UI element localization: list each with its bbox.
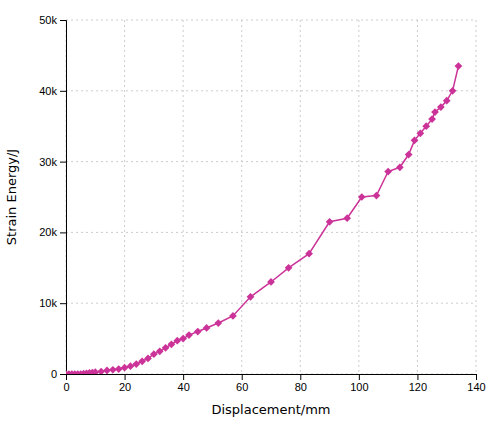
chart: 0 20 40 60 80 100 120 140 0 10k 20k 30k 40k 50k Displa…	[0, 0, 500, 426]
x-axis-tick-label: 20	[119, 381, 131, 393]
point	[428, 115, 436, 123]
grid-line-x	[241, 20, 242, 374]
point	[247, 293, 255, 301]
y-axis-tick-mark	[60, 91, 66, 92]
x-axis-tick-label: 0	[63, 381, 69, 393]
y-axis-tick: 30k	[39, 156, 66, 168]
point	[285, 264, 293, 272]
x-axis-tick-label: 140	[467, 381, 485, 393]
x-axis-tick-label: 60	[236, 381, 248, 393]
point	[455, 62, 463, 70]
y-axis-tick-label: 10k	[39, 297, 57, 309]
y-axis-tick-mark	[60, 162, 66, 163]
point	[416, 129, 424, 137]
y-axis: 0 10k 20k 30k 40k 50k	[39, 14, 66, 380]
point	[449, 87, 457, 95]
y-axis-tick: 10k	[39, 297, 66, 309]
x-axis-tick: 0	[63, 374, 69, 393]
point	[203, 324, 211, 332]
point	[267, 278, 275, 286]
point	[443, 97, 451, 105]
y-axis-tick-mark	[60, 303, 66, 304]
plot: 0 20 40 60 80 100 120 140 0 10k 20k 30k 40k 50k	[39, 14, 485, 393]
y-axis-tick: 50k	[39, 14, 66, 26]
x-axis-line	[67, 375, 477, 381]
grid-line-x	[476, 20, 477, 374]
point	[411, 136, 419, 144]
y-axis-tick-label: 50k	[39, 14, 57, 26]
x-axis-tick-label: 80	[295, 381, 307, 393]
x-axis-tick: 60	[236, 374, 248, 393]
grid-line-y	[66, 161, 476, 162]
point	[396, 163, 404, 171]
series	[66, 62, 462, 374]
grid-line-y	[66, 303, 476, 304]
x-axis-tick-mark	[476, 374, 477, 380]
x-axis-title: Displacement/mm	[211, 402, 330, 417]
grid-line-x	[300, 20, 301, 374]
grid-line-x	[183, 20, 184, 374]
y-axis-tick: 0	[51, 368, 66, 380]
x-axis-tick-mark	[417, 374, 418, 380]
point	[373, 192, 381, 200]
grid-line-y	[66, 232, 476, 233]
point	[162, 344, 170, 352]
point	[115, 365, 123, 373]
point	[229, 312, 237, 320]
grid	[66, 20, 476, 374]
x-axis-tick-mark	[125, 374, 126, 380]
point	[326, 218, 334, 226]
line	[66, 66, 458, 374]
point	[156, 347, 164, 355]
point	[305, 250, 313, 258]
y-axis-tick-label: 20k	[39, 226, 57, 238]
x-axis-tick-mark	[183, 374, 184, 380]
point	[358, 193, 366, 201]
x-axis: 0 20 40 60 80 100 120 140	[63, 374, 485, 393]
grid-line-x	[417, 20, 418, 374]
point	[431, 108, 439, 116]
y-axis-title: Strain Energy/J	[4, 149, 19, 245]
x-axis-tick-mark	[300, 374, 301, 380]
y-axis-tick-label: 40k	[39, 85, 57, 97]
y-axis-tick-mark	[60, 374, 66, 375]
x-axis-tick-label: 40	[178, 381, 190, 393]
x-axis-tick-label: 100	[350, 381, 368, 393]
point	[214, 319, 222, 327]
x-axis-tick: 20	[119, 374, 131, 393]
point	[384, 168, 392, 176]
x-axis-tick-mark	[359, 374, 360, 380]
grid-line-y	[66, 20, 476, 21]
point	[194, 328, 202, 336]
x-axis-tick: 100	[350, 374, 368, 393]
y-axis-tick-mark	[60, 20, 66, 21]
grid-line-y	[66, 90, 476, 91]
x-axis-tick-mark	[242, 374, 243, 380]
point	[422, 122, 430, 130]
point	[144, 355, 152, 363]
y-axis-tick-label: 0	[51, 368, 57, 380]
x-axis-tick: 140	[467, 374, 485, 393]
y-axis-line	[60, 21, 67, 375]
x-axis-tick: 40	[178, 374, 190, 393]
grid-line-x	[124, 20, 125, 374]
x-axis-tick: 120	[409, 374, 427, 393]
point	[437, 103, 445, 111]
point	[185, 331, 193, 339]
x-axis-tick: 80	[295, 374, 307, 393]
y-axis-tick: 40k	[39, 85, 66, 97]
point	[121, 364, 129, 372]
point	[405, 151, 413, 159]
point	[168, 340, 176, 348]
x-axis-tick-label: 120	[409, 381, 427, 393]
y-axis-tick-label: 30k	[39, 156, 57, 168]
point	[343, 214, 351, 222]
y-axis-tick-mark	[60, 232, 66, 233]
point	[179, 335, 187, 343]
y-axis-tick: 20k	[39, 226, 66, 238]
